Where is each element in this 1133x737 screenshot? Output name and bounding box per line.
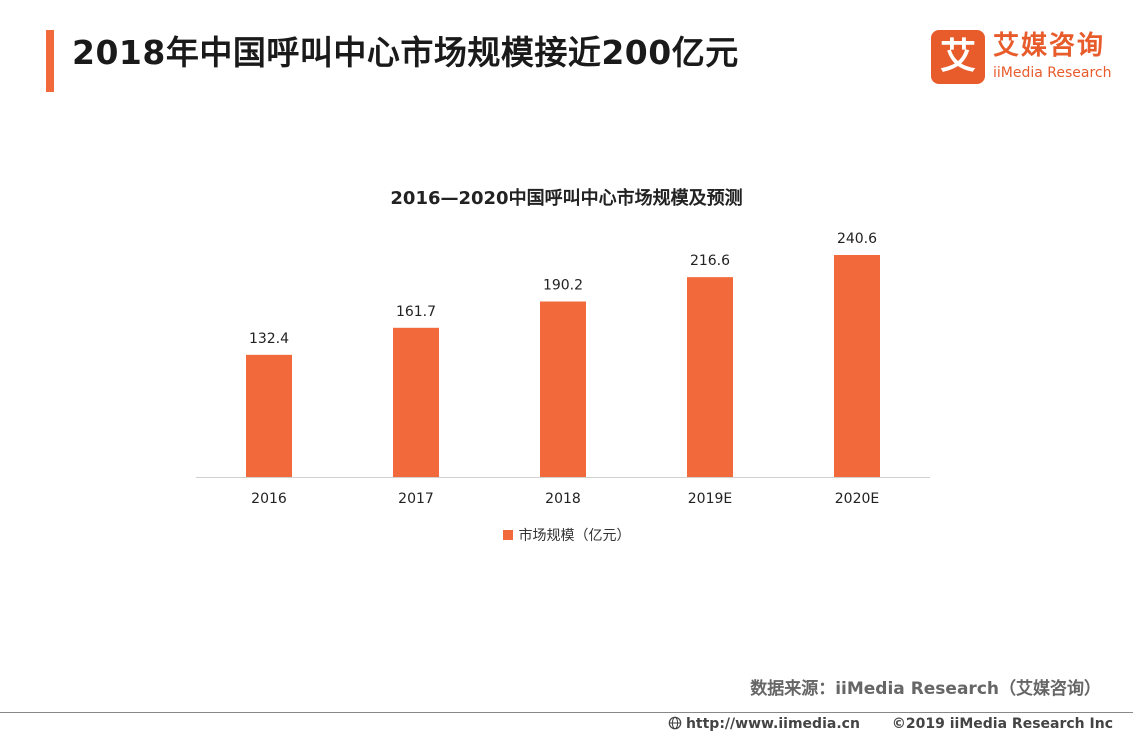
data-label-2020E: 240.6 bbox=[837, 231, 877, 247]
brand-mark-icon: 艾 bbox=[931, 30, 985, 84]
legend-swatch bbox=[502, 529, 513, 540]
page-title: 2018年中国呼叫中心市场规模接近200亿元 bbox=[72, 33, 739, 72]
title-accent-bar bbox=[46, 30, 54, 92]
data-source-note: 数据来源：iiMedia Research（艾媒咨询） bbox=[750, 679, 1101, 699]
x-tick-2019E: 2019E bbox=[688, 491, 732, 507]
data-label-2018: 190.2 bbox=[543, 278, 583, 294]
x-tick-2020E: 2020E bbox=[835, 491, 879, 507]
x-tick-2018: 2018 bbox=[545, 491, 581, 507]
bar-2019E bbox=[687, 277, 733, 477]
footer-url[interactable]: http://www.iimedia.cn bbox=[685, 716, 860, 732]
bar-2016 bbox=[246, 354, 292, 477]
data-label-2017: 161.7 bbox=[396, 304, 436, 320]
bar-2017 bbox=[393, 327, 439, 477]
bar-2020E bbox=[834, 255, 880, 477]
legend-label: 市场规模（亿元） bbox=[518, 528, 631, 544]
bar-2018 bbox=[540, 301, 586, 477]
footer: http://www.iimedia.cn ©2019 iiMedia Resea… bbox=[668, 713, 1113, 737]
footer-divider bbox=[0, 712, 1133, 713]
chart-legend: 市场规模（亿元） bbox=[0, 525, 1133, 545]
x-tick-2017: 2017 bbox=[398, 491, 434, 507]
chart-title: 2016—2020中国呼叫中心市场规模及预测 bbox=[390, 188, 743, 209]
footer-copyright: ©2019 iiMedia Research Inc bbox=[891, 716, 1113, 732]
data-label-2016: 132.4 bbox=[249, 331, 289, 347]
data-label-2019E: 216.6 bbox=[690, 253, 730, 269]
globe-icon bbox=[668, 716, 682, 729]
brand-name-en: iiMedia Research bbox=[993, 65, 1112, 81]
brand-name-cn: 艾媒咨询 bbox=[993, 31, 1106, 61]
brand-logo: 艾 艾媒咨询 iiMedia Research bbox=[931, 30, 1112, 86]
x-tick-2016: 2016 bbox=[251, 491, 287, 507]
